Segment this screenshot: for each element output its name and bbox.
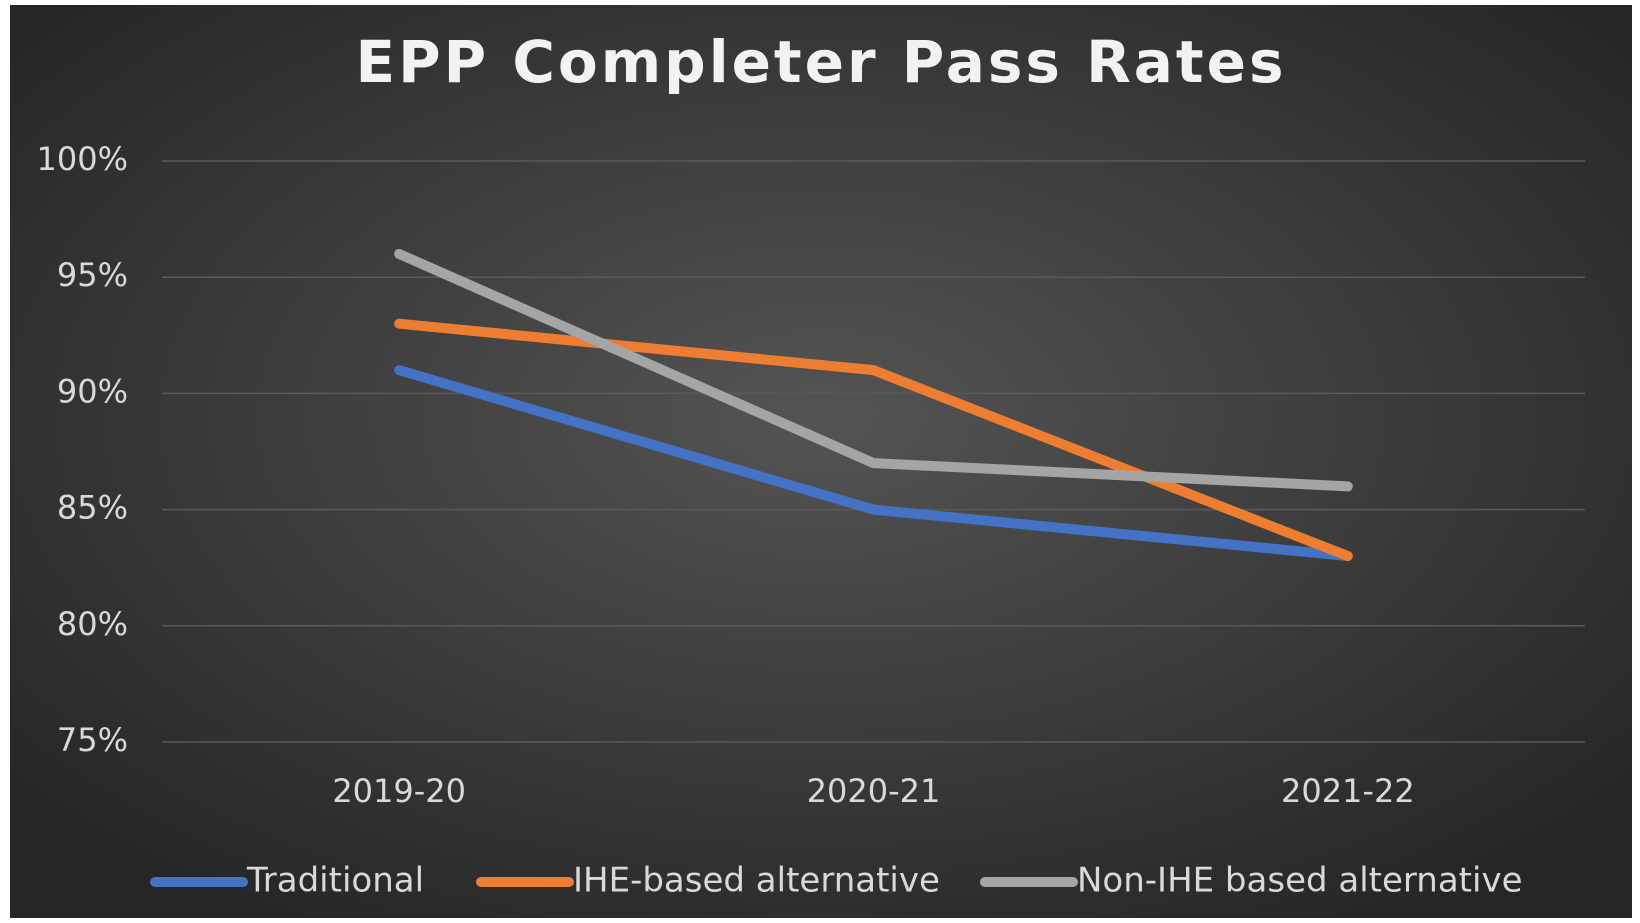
x-tick-label: 2021-22: [1281, 772, 1415, 810]
x-tick-label: 2019-20: [332, 772, 466, 810]
legend-label: Traditional: [246, 861, 424, 901]
series-line: [394, 318, 1353, 562]
legend-label: IHE-based alternative: [573, 861, 940, 901]
y-tick-label: 85%: [57, 489, 128, 527]
y-tick-label: 95%: [57, 256, 128, 294]
chart-background: [10, 5, 1632, 918]
series-line: [394, 248, 1353, 492]
y-tick-label: 75%: [57, 721, 128, 759]
chart-title: EPP Completer Pass Rates: [356, 28, 1287, 96]
y-tick-label: 100%: [37, 140, 128, 178]
y-tick-label: 90%: [57, 372, 128, 410]
legend-label: Non-IHE based alternative: [1077, 861, 1523, 901]
y-tick-label: 80%: [57, 605, 128, 643]
series-line: [394, 365, 1353, 562]
x-tick-label: 2020-21: [807, 772, 941, 810]
